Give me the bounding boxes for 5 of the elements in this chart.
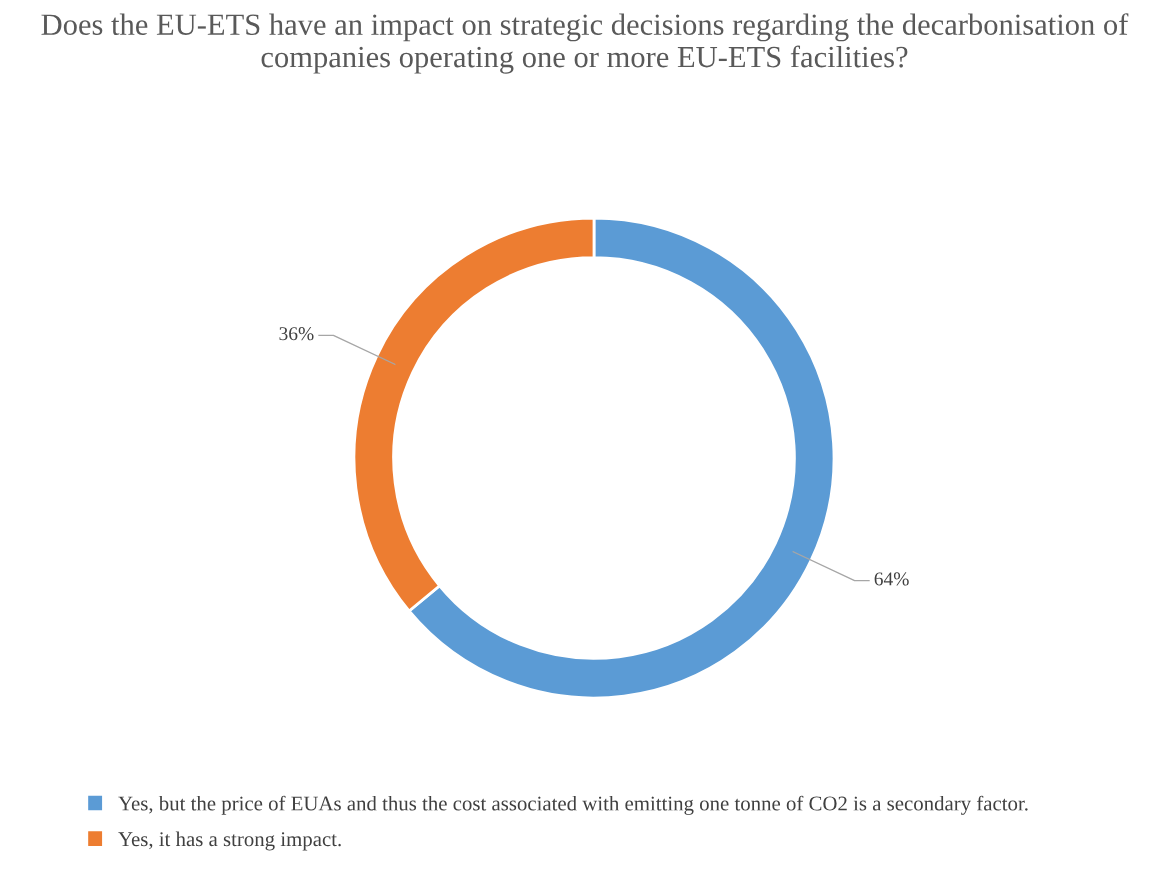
data-label: 36% — [279, 327, 314, 341]
chart-title: Does the EU-ETS have an impact on strategic decisions regarding the decarbonisation of companies operating one or more EU-ETS facilities? — [41, 13, 1129, 74]
data-label: 64% — [874, 572, 909, 586]
legend-label: Yes, but the price of EUAs and thus the cost associated with emitting one tonne of CO2 is a secondary factor. — [118, 795, 1028, 815]
legend-label: Yes, it has a strong impact. — [118, 831, 341, 851]
